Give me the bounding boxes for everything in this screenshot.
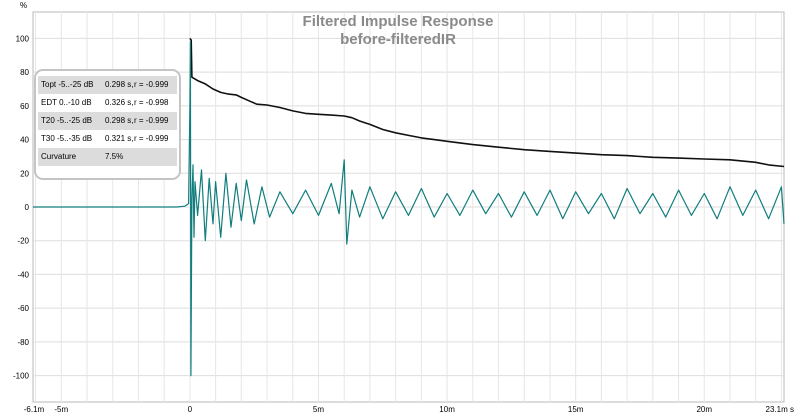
stats-correlation: r = -0.999 <box>134 80 169 89</box>
y-tick-label: 100 <box>16 34 30 43</box>
x-tick-label: 0 <box>188 405 193 414</box>
decay-curve-line <box>189 37 785 168</box>
stats-value: 0.298 s, <box>105 80 134 89</box>
stats-row: EDT 0..-10 dB 0.326 s, r = -0.998 <box>38 94 177 112</box>
stats-row: Topt -5..-25 dB 0.298 s, r = -0.999 <box>38 76 177 94</box>
chart-subtitle: before-filteredIR <box>340 31 456 48</box>
y-tick-label: 40 <box>20 136 29 145</box>
y-tick-label: -40 <box>17 270 29 279</box>
impulse-response-line <box>33 41 785 377</box>
y-tick-label: 80 <box>20 68 29 77</box>
stats-label: Topt -5..-25 dB <box>41 80 94 89</box>
x-tick-labels: -6.1m -5m 0 5m 10m 15m 20m 23.1m s <box>24 405 794 414</box>
y-tick-label: 60 <box>20 102 29 111</box>
stats-correlation: r = -0.999 <box>134 116 169 125</box>
x-tick-label: 23.1m s <box>766 405 794 414</box>
x-tick-label: -5m <box>54 405 68 414</box>
stats-row: T30 -5..-35 dB 0.321 s, r = -0.999 <box>38 130 177 148</box>
y-tick-label: -100 <box>13 372 30 381</box>
x-tick-label: 5m <box>313 405 324 414</box>
decay-stats-panel: Topt -5..-25 dB 0.298 s, r = -0.999 EDT 0..… <box>34 69 181 180</box>
stats-value: 0.321 s, <box>105 134 134 143</box>
stats-row: T20 -5..-25 dB 0.298 s, r = -0.999 <box>38 112 177 130</box>
stats-value: 0.298 s, <box>105 116 134 125</box>
stats-correlation: r = -0.998 <box>134 98 169 107</box>
stats-label: Curvature <box>41 152 77 161</box>
stats-label: T30 -5..-35 dB <box>41 134 93 143</box>
y-tick-label: 0 <box>25 203 30 212</box>
x-tick-label: -6.1m <box>24 405 45 414</box>
chart-title: Filtered Impulse Response <box>303 13 494 30</box>
y-tick-labels: 100 80 60 40 20 0 -20 -40 -60 -80 -100 <box>13 34 30 380</box>
y-tick-label: -20 <box>17 237 29 246</box>
x-tick-label: 20m <box>696 405 712 414</box>
y-tick-label: -80 <box>17 338 29 347</box>
stats-label: T20 -5..-25 dB <box>41 116 93 125</box>
y-tick-label: 20 <box>20 169 29 178</box>
stats-correlation: r = -0.999 <box>134 134 169 143</box>
stats-label: EDT 0..-10 dB <box>41 98 92 107</box>
grid-lines <box>33 12 784 402</box>
stats-value: 7.5% <box>105 152 124 161</box>
x-tick-label: 15m <box>568 405 584 414</box>
y-axis-label: % <box>20 1 27 10</box>
stats-value: 0.326 s, <box>105 98 134 107</box>
stats-row: Curvature 7.5% <box>38 148 177 166</box>
x-tick-label: 10m <box>439 405 455 414</box>
y-tick-label: -60 <box>17 304 29 313</box>
series-lines <box>33 37 785 377</box>
